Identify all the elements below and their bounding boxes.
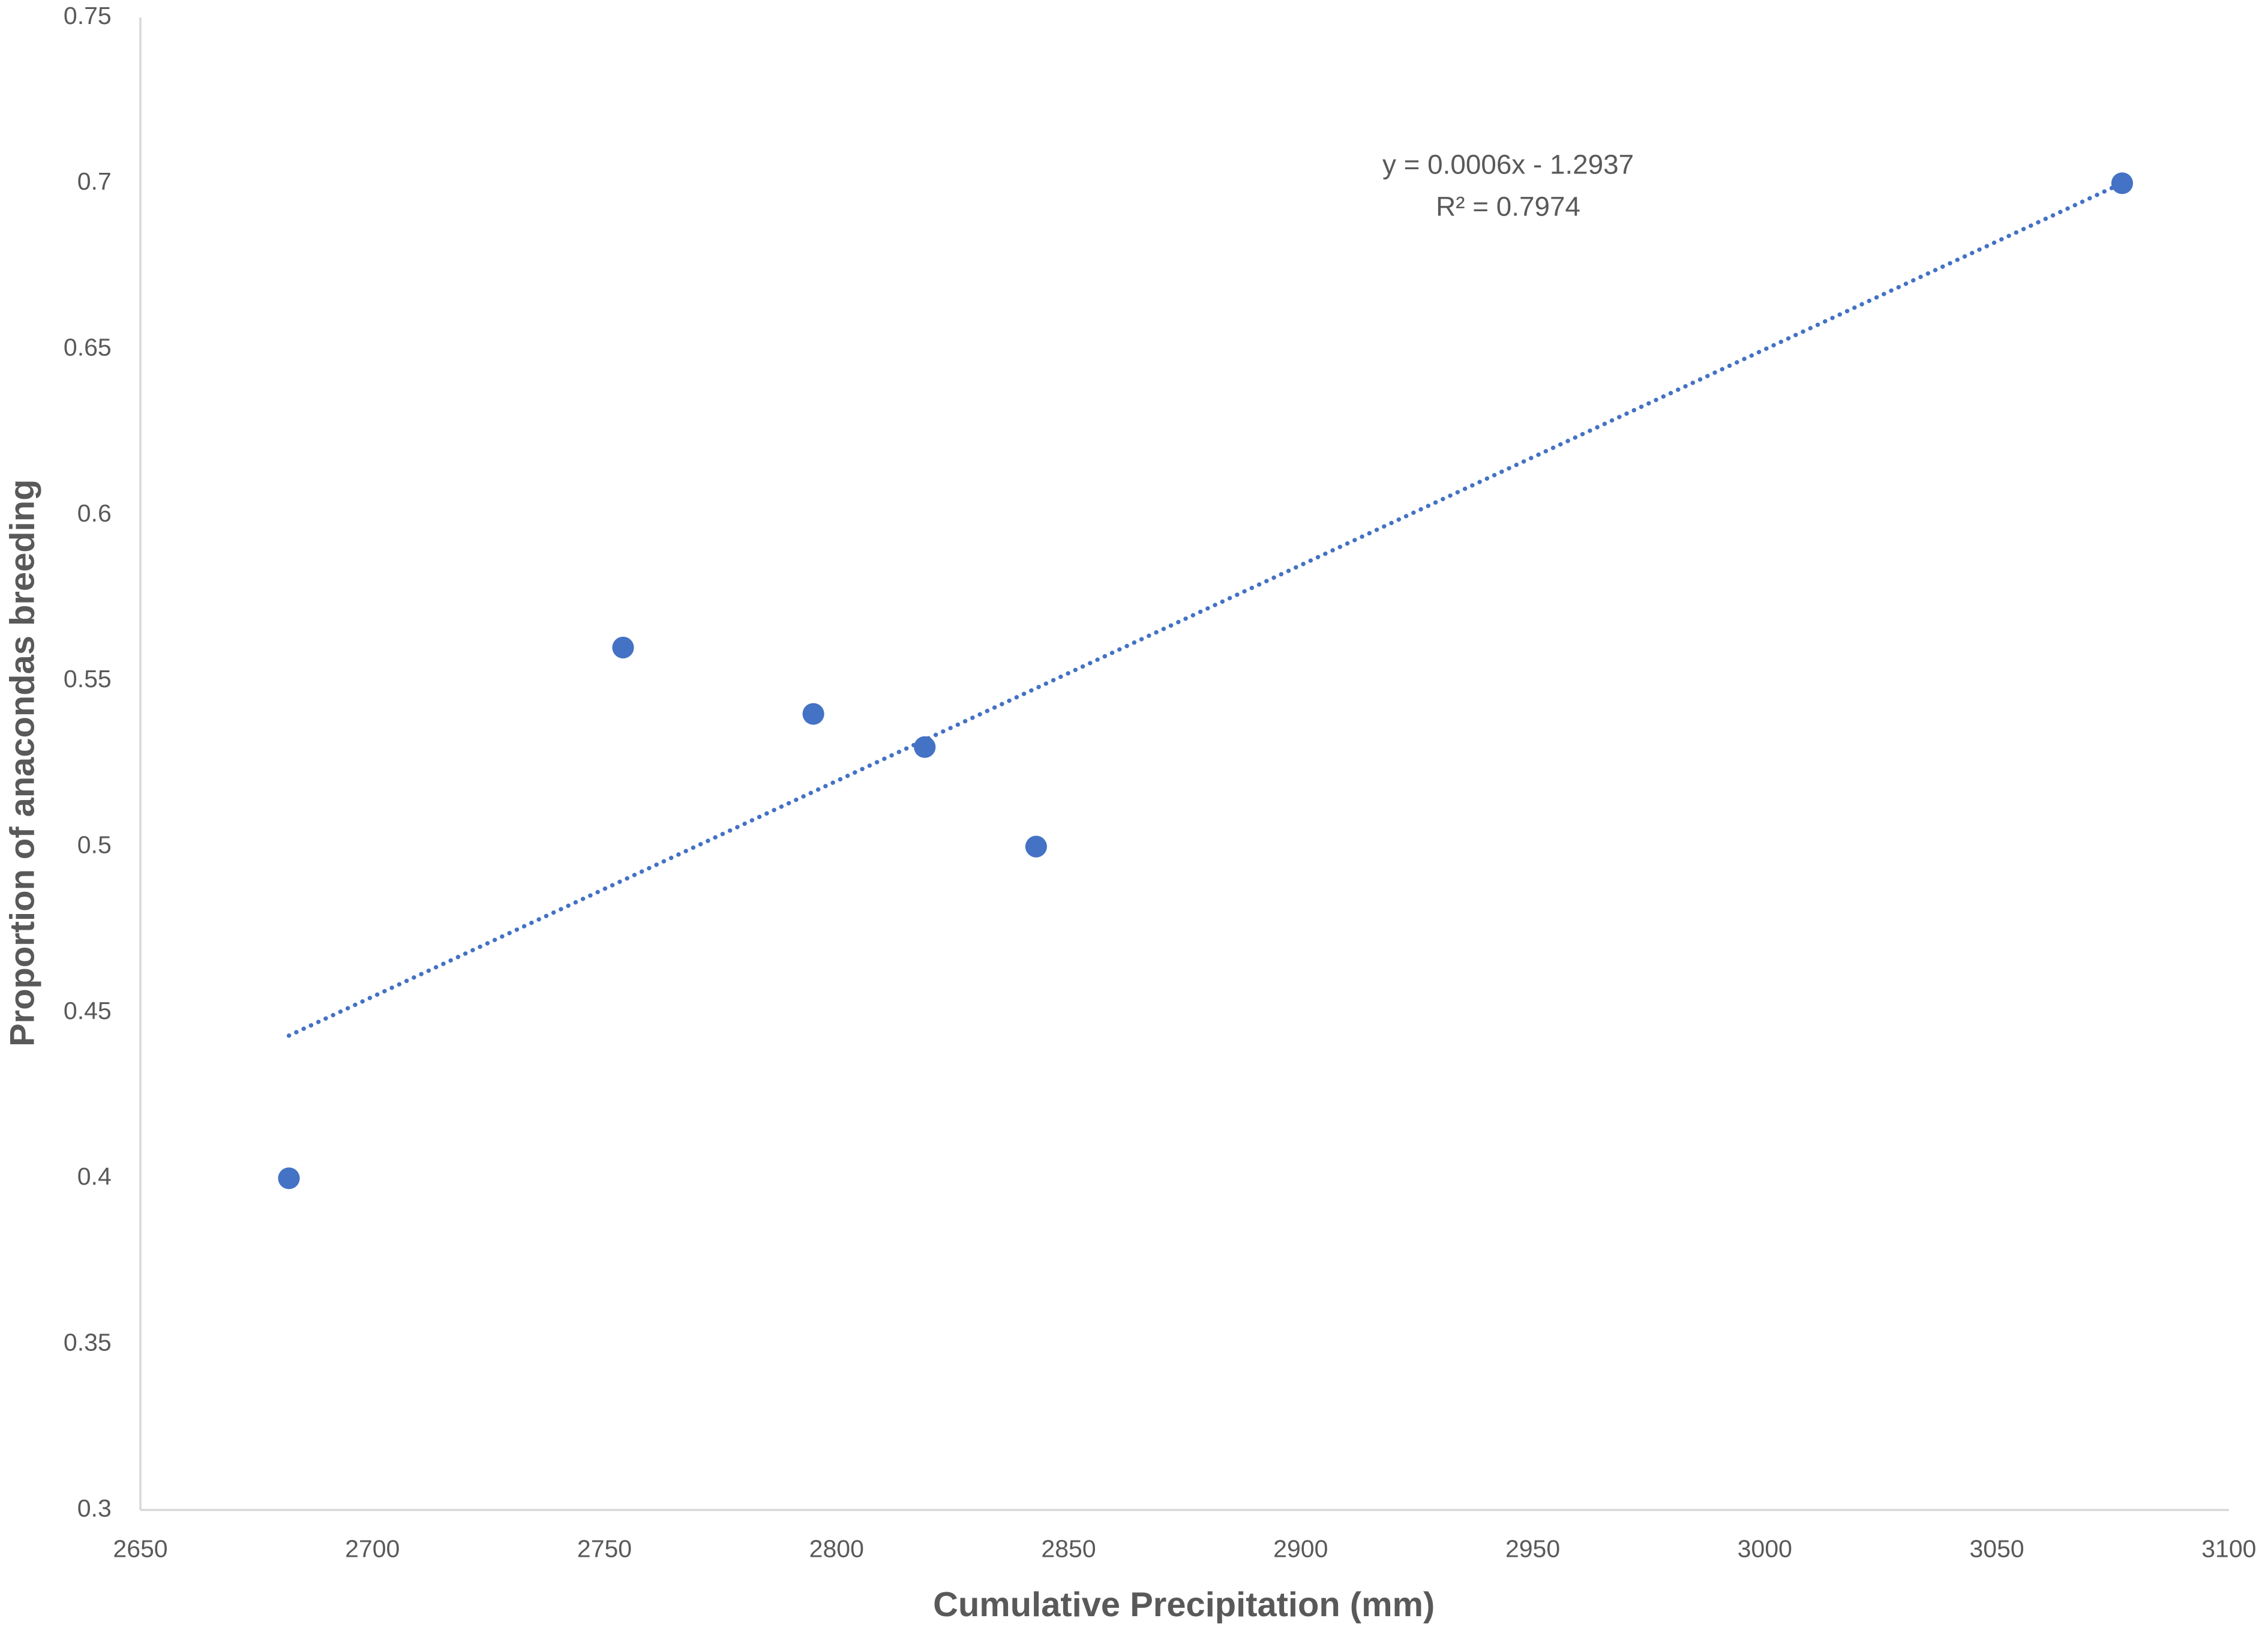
x-tick-label: 2900 [1273, 1535, 1328, 1562]
trendline-annotation: y = 0.0006x - 1.2937 [1382, 149, 1634, 180]
point [2111, 172, 2134, 194]
y-tick-label: 0.3 [77, 1494, 112, 1522]
trendline [286, 181, 2125, 1038]
y-tick-label: 0.35 [64, 1328, 112, 1356]
point [1025, 835, 1047, 858]
x-tick-label: 2800 [809, 1535, 864, 1562]
x-tick-label: 3000 [1738, 1535, 1792, 1562]
y-tick-label: 0.4 [77, 1162, 112, 1190]
x-tick-label: 3050 [1969, 1535, 2024, 1562]
x-tick-label: 2700 [345, 1535, 400, 1562]
y-tick-label: 0.55 [64, 665, 112, 693]
x-tick-label: 3100 [2201, 1535, 2256, 1562]
y-tick-label: 0.75 [64, 2, 112, 29]
point [278, 1167, 300, 1189]
y-tick-label: 0.7 [77, 167, 112, 195]
point [612, 636, 634, 659]
point [914, 736, 936, 758]
y-tick-label: 0.45 [64, 997, 112, 1024]
y-tick-label: 0.65 [64, 333, 112, 361]
trendline-annotation: R² = 0.7974 [1436, 191, 1580, 221]
x-axis-title: Cumulative Precipitation (mm) [933, 1586, 1435, 1624]
y-tick-label: 0.6 [77, 499, 112, 527]
x-tick-label: 2650 [113, 1535, 167, 1562]
y-axis-title: Proportion of anacondas breeding [3, 480, 41, 1047]
x-tick-label: 2850 [1041, 1535, 1096, 1562]
x-tick-label: 2950 [1505, 1535, 1560, 1562]
point [802, 703, 824, 725]
y-tick-label: 0.5 [77, 831, 112, 858]
x-tick-label: 2750 [577, 1535, 632, 1562]
